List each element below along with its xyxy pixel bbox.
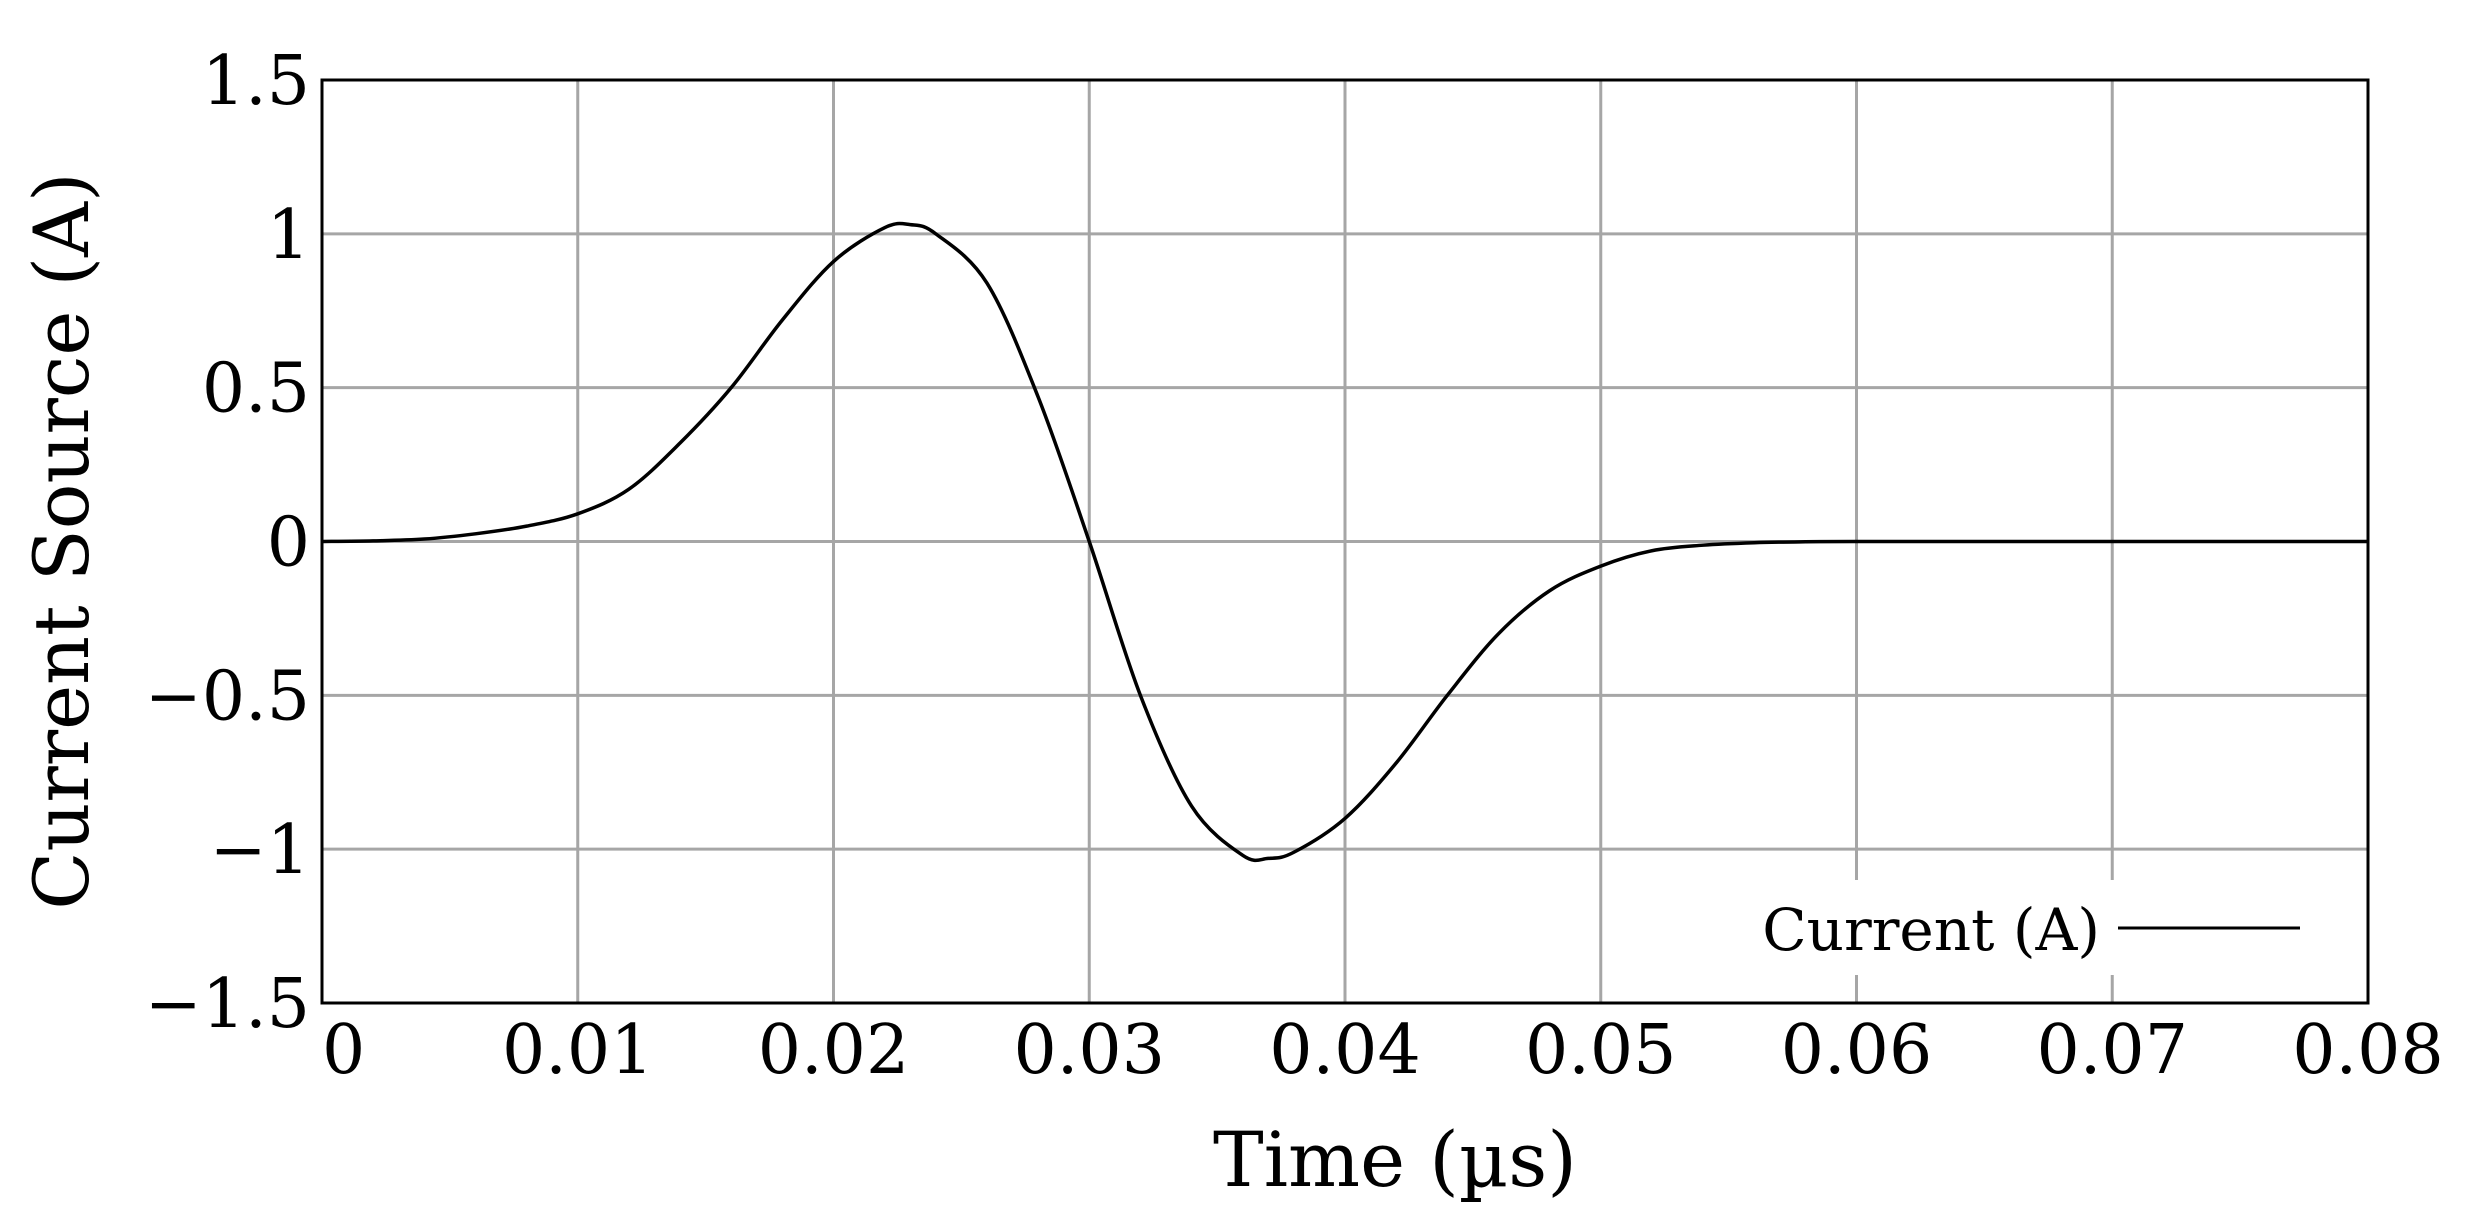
x-tick-label: 0.07 (2037, 1011, 2188, 1090)
legend: Current (A) (1700, 880, 2330, 975)
series-line-current (321, 221, 2368, 863)
x-tick-label: 0.06 (1781, 1011, 1932, 1090)
legend-label: Current (A) (1762, 896, 2100, 964)
x-tick-label: 0.02 (758, 1011, 909, 1090)
y-tick-label: 1 (267, 196, 310, 275)
x-tick-labels: 0 0.01 0.02 0.03 0.04 0.05 0.06 0.07 0.08 (322, 1011, 2444, 1090)
x-tick-label: 0.05 (1525, 1011, 1676, 1090)
y-tick-label: −0.5 (145, 657, 310, 736)
x-tick-label: 0.08 (2292, 1011, 2443, 1090)
plot-frame (320, 78, 2370, 1005)
x-tick-label: 0 (322, 1011, 365, 1090)
x-tick-label: 0.03 (1014, 1011, 1165, 1090)
y-tick-label: 1.5 (202, 42, 310, 121)
y-tick-label: −1.5 (145, 965, 310, 1044)
x-tick-label: 0.04 (1269, 1011, 1420, 1090)
y-axis-label: Current Source (A) (17, 172, 106, 909)
y-tick-label: 0 (267, 504, 310, 583)
y-tick-labels: 1.5 1 0.5 0 −0.5 −1 −1.5 (145, 42, 310, 1044)
y-tick-label: −1 (210, 811, 310, 890)
x-tick-label: 0.01 (502, 1011, 653, 1090)
x-axis-label: Time (µs) (1213, 1115, 1577, 1204)
series-lines (321, 221, 2368, 863)
y-tick-label: 0.5 (202, 350, 310, 429)
